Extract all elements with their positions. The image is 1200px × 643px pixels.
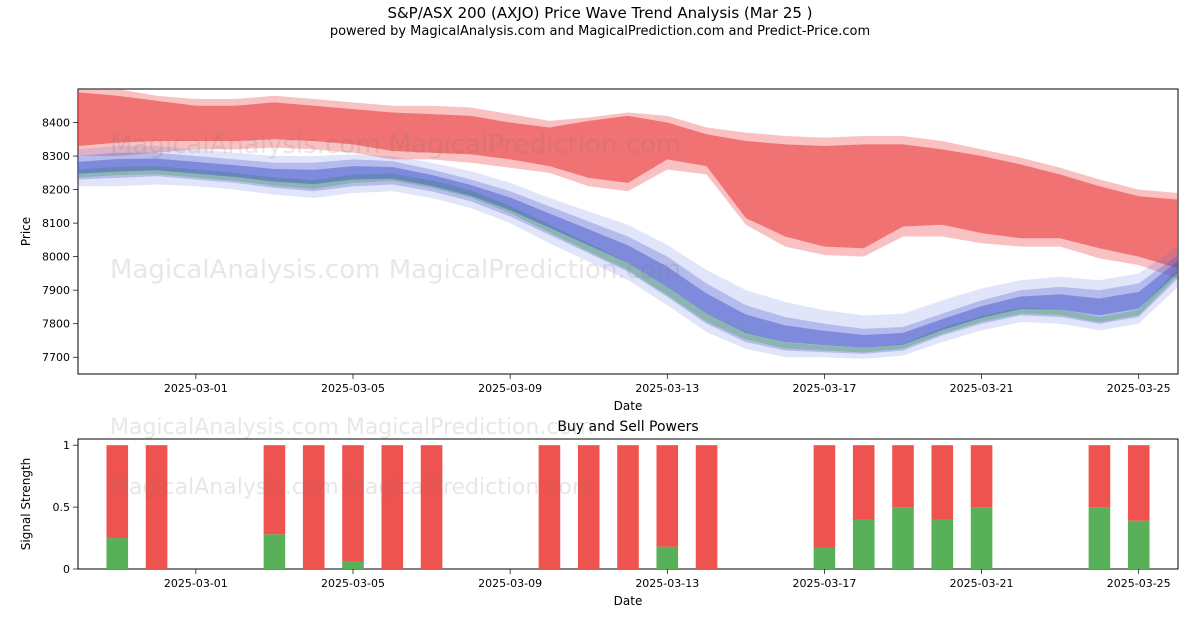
svg-text:Signal Strength: Signal Strength	[19, 458, 33, 551]
svg-text:7800: 7800	[42, 318, 70, 331]
svg-text:Price: Price	[19, 217, 33, 246]
chart-main-title: S&P/ASX 200 (AXJO) Price Wave Trend Anal…	[0, 4, 1200, 22]
svg-text:Buy and Sell Powers: Buy and Sell Powers	[557, 419, 698, 435]
svg-text:2025-03-13: 2025-03-13	[635, 577, 699, 590]
svg-text:8400: 8400	[42, 117, 70, 130]
svg-text:1: 1	[63, 439, 70, 452]
svg-text:8000: 8000	[42, 251, 70, 264]
svg-text:2025-03-25: 2025-03-25	[1107, 382, 1171, 395]
svg-text:8300: 8300	[42, 150, 70, 163]
title-block: S&P/ASX 200 (AXJO) Price Wave Trend Anal…	[0, 0, 1200, 39]
svg-text:2025-03-21: 2025-03-21	[950, 577, 1014, 590]
svg-text:2025-03-01: 2025-03-01	[164, 577, 228, 590]
svg-text:2025-03-05: 2025-03-05	[321, 382, 385, 395]
svg-text:2025-03-17: 2025-03-17	[792, 577, 856, 590]
svg-text:2025-03-13: 2025-03-13	[635, 382, 699, 395]
svg-text:2025-03-25: 2025-03-25	[1107, 577, 1171, 590]
svg-text:2025-03-09: 2025-03-09	[478, 577, 542, 590]
svg-text:Date: Date	[614, 594, 643, 608]
svg-text:2025-03-21: 2025-03-21	[950, 382, 1014, 395]
svg-text:8200: 8200	[42, 184, 70, 197]
figure-container: S&P/ASX 200 (AXJO) Price Wave Trend Anal…	[0, 0, 1200, 600]
svg-text:Date: Date	[614, 399, 643, 413]
svg-text:2025-03-05: 2025-03-05	[321, 577, 385, 590]
svg-text:0: 0	[63, 563, 70, 576]
charts-svg: 7700 7800 7900 8000 8100 8200 8300 8400 Price 202…	[0, 39, 1200, 639]
svg-text:2025-03-09: 2025-03-09	[478, 382, 542, 395]
svg-text:8100: 8100	[42, 217, 70, 230]
chart-sub-title: powered by MagicalAnalysis.com and Magic…	[0, 24, 1200, 39]
svg-text:0.5: 0.5	[53, 501, 71, 514]
svg-text:2025-03-17: 2025-03-17	[792, 382, 856, 395]
svg-text:2025-03-01: 2025-03-01	[164, 382, 228, 395]
svg-text:7900: 7900	[42, 284, 70, 297]
svg-text:7700: 7700	[42, 351, 70, 364]
